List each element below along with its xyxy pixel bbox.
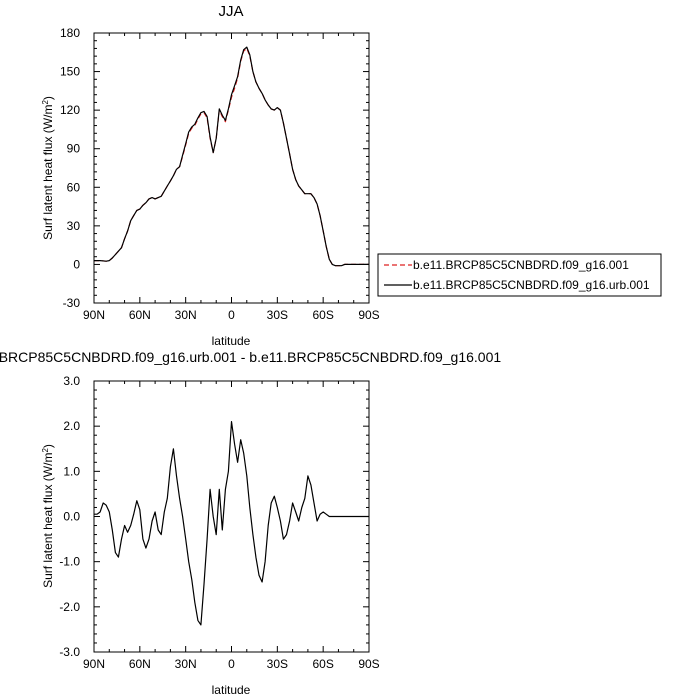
top-xtick-label: 90N: [83, 308, 105, 322]
top-ytick-label: 120: [60, 103, 80, 117]
bottom-ytick-label: 3.0: [63, 374, 80, 388]
bottom-chart-axes: 90N 60N 30N 0 30S 60S 90S -3.0 -2.0 -1.0 0.0 1.0 2.0…: [59, 374, 379, 671]
bottom-ytick-label: 2.0: [63, 419, 80, 433]
legend-label-series-1: b.e11.BRCP85C5CNBDRD.f09_g16.001: [413, 258, 629, 272]
top-chart-frame: [93, 32, 370, 304]
top-ytick-label: 90: [67, 142, 81, 156]
top-chart-title: JJA: [218, 3, 243, 20]
legend-frame: [377, 253, 662, 297]
top-xtick-label: 0: [228, 308, 235, 322]
top-series-line-1: [94, 47, 369, 267]
bottom-xtick-label: 60S: [312, 657, 333, 671]
top-ytick-label: 150: [60, 65, 80, 79]
bottom-chart-ylabel: Surf latent heat flux (W/m2): [41, 444, 56, 588]
bottom-xtick-label: 0: [228, 657, 235, 671]
top-ytick-label: 30: [67, 219, 81, 233]
top-ytick-label: 180: [60, 26, 80, 40]
top-ytick-label: 0: [73, 257, 80, 271]
bottom-chart-series-group: [94, 421, 369, 626]
bottom-ytick-label: -3.0: [59, 645, 80, 659]
bottom-xtick-label: 30N: [175, 657, 197, 671]
top-chart-ylabel: Surf latent heat flux (W/m2): [41, 96, 56, 240]
top-chart: JJA 90N 60N 30N 0 30S 60S 90S -30 0 30 60 90 120 150 1…: [41, 3, 380, 348]
top-xtick-label: 60S: [312, 308, 333, 322]
legend: b.e11.BRCP85C5CNBDRD.f09_g16.001 b.e11.B…: [377, 253, 662, 297]
top-ytick-label: -30: [63, 296, 81, 310]
bottom-chart: b.e11.BRCP85C5CNBDRD.f09_g16.urb.001 - b…: [0, 349, 501, 697]
top-chart-series-group: [94, 46, 369, 267]
bottom-xtick-label: 60N: [129, 657, 151, 671]
top-xtick-label: 60N: [129, 308, 151, 322]
bottom-ytick-label: -2.0: [59, 600, 80, 614]
bottom-ytick-label: -1.0: [59, 555, 80, 569]
top-chart-axes: 90N 60N 30N 0 30S 60S 90S -30 0 30 60 90 120 150 180: [60, 26, 380, 322]
bottom-chart-title: b.e11.BRCP85C5CNBDRD.f09_g16.urb.001 - b…: [0, 349, 501, 365]
bottom-ytick-label: 0.0: [63, 510, 80, 524]
top-series-line-2: [94, 46, 369, 267]
legend-label-series-2: b.e11.BRCP85C5CNBDRD.f09_g16.urb.001: [413, 278, 650, 292]
top-xtick-label: 90S: [358, 308, 379, 322]
bottom-ytick-label: 1.0: [63, 464, 80, 478]
top-xtick-label: 30N: [175, 308, 197, 322]
bottom-xtick-label: 90S: [358, 657, 379, 671]
bottom-series-line-1: [94, 421, 369, 626]
top-chart-xlabel: latitude: [212, 334, 251, 348]
bottom-xtick-label: 90N: [83, 657, 105, 671]
top-xtick-label: 30S: [267, 308, 288, 322]
bottom-xtick-label: 30S: [267, 657, 288, 671]
bottom-chart-xlabel: latitude: [212, 683, 251, 697]
top-ytick-label: 60: [67, 180, 81, 194]
